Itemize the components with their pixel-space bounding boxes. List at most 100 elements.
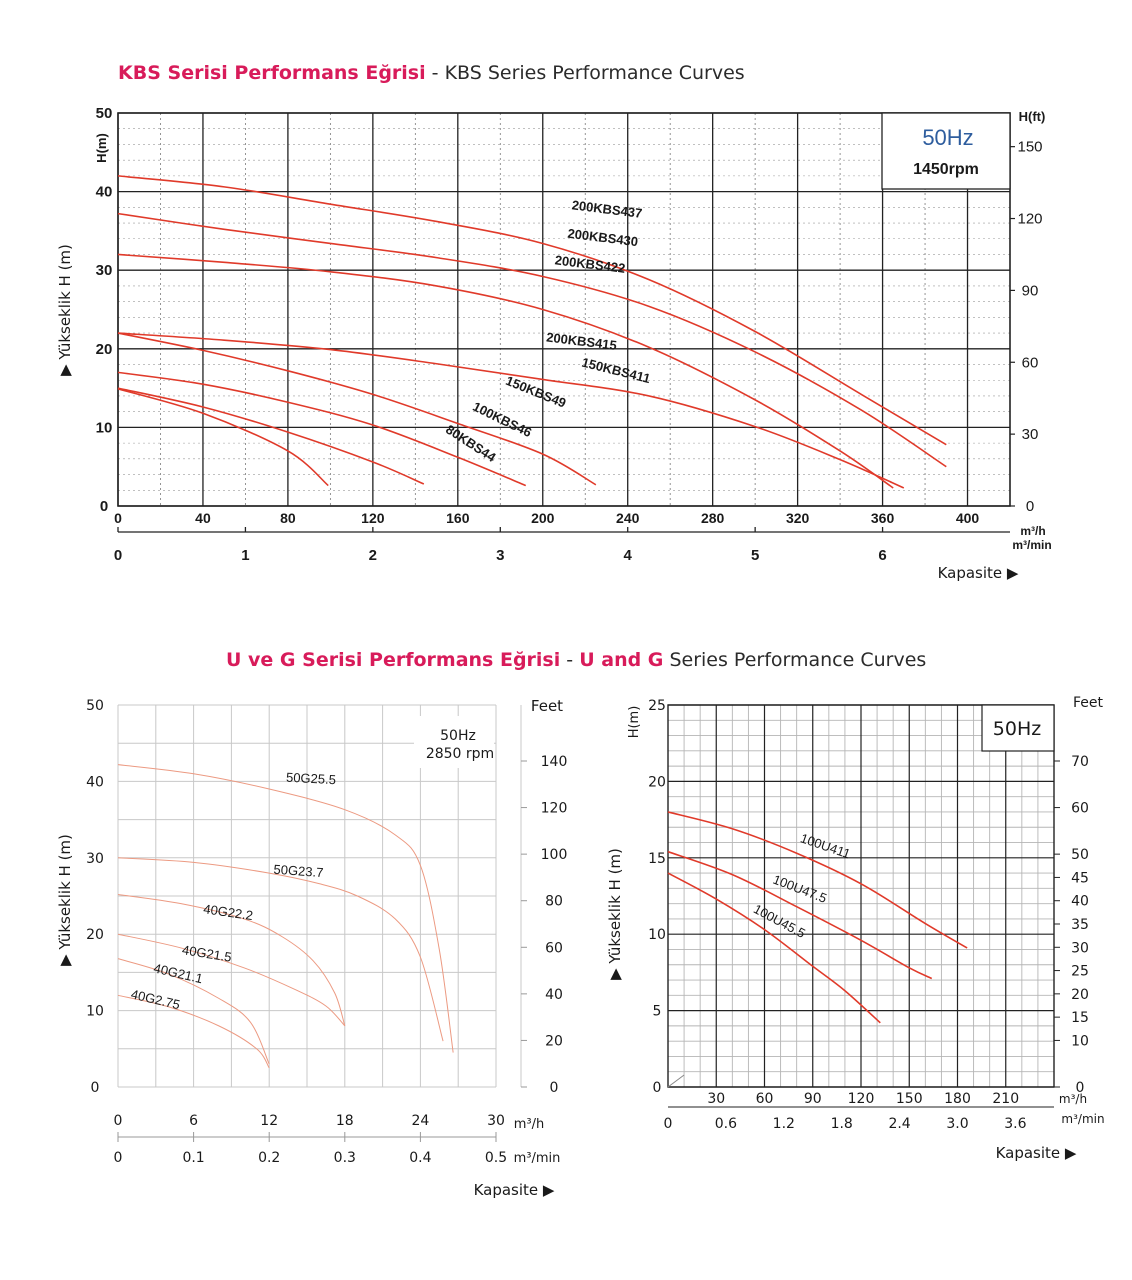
g-y-unit-right: Feet [531,697,563,715]
g-x2tick-label: 0.3 [334,1150,356,1166]
series-line-150KBS49 [117,371,527,487]
u-y2tick-label: 50 [1071,847,1089,863]
g-x2tick-label: 0.2 [258,1150,280,1166]
series-line-100U411 [667,811,968,949]
u-hz-label: 50Hz [993,718,1041,740]
kbs-ytick-label: 50 [96,105,113,122]
series-line-200KBS437 [117,175,947,446]
kbs-plot-frame [117,112,1011,507]
kbs-y2tick-label: 60 [1022,354,1039,371]
series-label-100U47.5: 100U47.5 [771,872,829,906]
kbs-x2tick-label: 2 [369,547,377,564]
u-y-axis-label: ▶ Yükseklik H (m) [606,848,624,980]
kbs-xtick-label: 40 [195,510,211,526]
ug-title-tr: U ve G Serisi Performans Eğrisi [226,649,561,671]
u-y-unit-right: Feet [1073,695,1104,711]
series-label-50G23.7: 50G23.7 [273,862,324,880]
kbs-title-tr: KBS Serisi Performans Eğrisi [118,62,426,84]
u-x2tick-label: 1.2 [773,1116,795,1132]
g-x2-unit: m³/min [514,1151,561,1166]
series-label-40G21.1: 40G21.1 [152,960,204,986]
kbs-ytick-label: 0 [100,498,108,515]
u-ytick-label: 0 [653,1080,662,1096]
u-info-box [981,704,1055,752]
u-xtick-label: 180 [944,1091,971,1107]
u-x2tick-label: 1.8 [831,1116,853,1132]
u-x2tick-label: 0 [664,1116,673,1132]
kbs-ytick-label: 30 [96,262,113,279]
g-xtick-label: 12 [260,1113,278,1129]
series-line-100KBS46 [117,387,425,485]
g-xtick-label: 18 [336,1113,354,1129]
kbs-xtick-label: 0 [114,510,122,526]
u-xtick-label: 60 [756,1091,774,1107]
kbs-y-unit-right: H(ft) [1019,109,1046,124]
u-x2tick-label: 3.0 [946,1116,968,1132]
kbs-xtick-label: 120 [361,510,385,526]
u-y2tick-label: 25 [1071,964,1089,980]
g-xtick-label: 0 [114,1113,123,1129]
g-ytick-label: 40 [86,774,104,790]
g-x2tick-label: 0.5 [485,1150,507,1166]
g-ytick-label: 0 [91,1080,100,1096]
kbs-x2-unit: m³/min [1012,538,1051,552]
u-y2tick-label: 30 [1071,940,1089,956]
series-label-100KBS46: 100KBS46 [470,399,534,440]
u-ytick-label: 25 [648,698,666,714]
kbs-xtick-label: 200 [531,510,555,526]
g-y2tick-label: 80 [545,894,563,910]
u-xtick-label: 90 [804,1091,822,1107]
g-x2tick-label: 0.1 [182,1150,204,1166]
g-y2tick-label: 20 [545,1033,563,1049]
u-ytick-label: 5 [653,1004,662,1020]
series-label-100U45.5: 100U45.5 [751,901,808,941]
kbs-chart-title: KBS Serisi Performans Eğrisi - KBS Serie… [118,62,745,84]
g-y2tick-label: 60 [545,940,563,956]
u-y2tick-label: 60 [1071,801,1089,817]
kbs-x2tick-label: 5 [751,547,759,564]
series-line-200KBS422 [117,253,894,489]
series-line-200KBS430 [117,212,947,468]
ug-title-en: Series Performance Curves [663,649,927,671]
g-y2tick-label: 140 [541,754,568,770]
u-ytick-label: 15 [648,851,666,867]
kbs-info-box [881,112,1011,190]
kbs-ytick-label: 40 [96,184,113,201]
u-y2tick-label: 20 [1071,987,1089,1003]
g-x2tick-label: 0 [114,1150,123,1166]
g-y2tick-label: 120 [541,801,568,817]
kbs-y-unit-left: H(m) [94,133,109,163]
series-line-100U47.5 [667,850,933,980]
u-origin-mark [667,1074,685,1088]
u-x-axis-label: Kapasite ▶ [996,1144,1077,1162]
kbs-x2tick-label: 1 [241,547,249,564]
kbs-rpm-label: 1450rpm [913,161,979,178]
series-line-40G21.5 [117,933,346,1027]
u-xtick-label: 120 [848,1091,875,1107]
u-y2tick-label: 45 [1071,870,1089,886]
u-x2tick-label: 3.6 [1004,1116,1026,1132]
u-xtick-label: 150 [896,1091,923,1107]
series-line-50G25.5 [117,764,454,1053]
u-y2tick-label: 35 [1071,917,1089,933]
ug-title-en-accent: U and G [579,649,664,671]
kbs-xtick-label: 360 [871,510,895,526]
series-label-40G22.2: 40G22.2 [203,901,254,923]
u-plot-frame [667,704,1055,1088]
kbs-xtick-label: 280 [701,510,725,526]
u-x2tick-label: 0.6 [715,1116,737,1132]
kbs-y-axis-label: ▶ Yükseklik H (m) [56,244,74,376]
g-ytick-label: 30 [86,851,104,867]
series-line-200KBS415 [117,332,905,489]
g-y2tick-label: 0 [550,1080,559,1096]
series-label-200KBS437: 200KBS437 [571,197,643,221]
kbs-title-sep: - [425,62,445,84]
kbs-x-axis-label: Kapasite ▶ [938,564,1019,582]
series-label-200KBS422: 200KBS422 [554,252,626,276]
ug-title-sep: - [560,649,580,671]
g-xtick-label: 30 [487,1113,505,1129]
g-hz-label: 50Hz [440,728,476,744]
g-x-unit: m³/h [514,1117,545,1132]
u-y2tick-label: 10 [1071,1033,1089,1049]
